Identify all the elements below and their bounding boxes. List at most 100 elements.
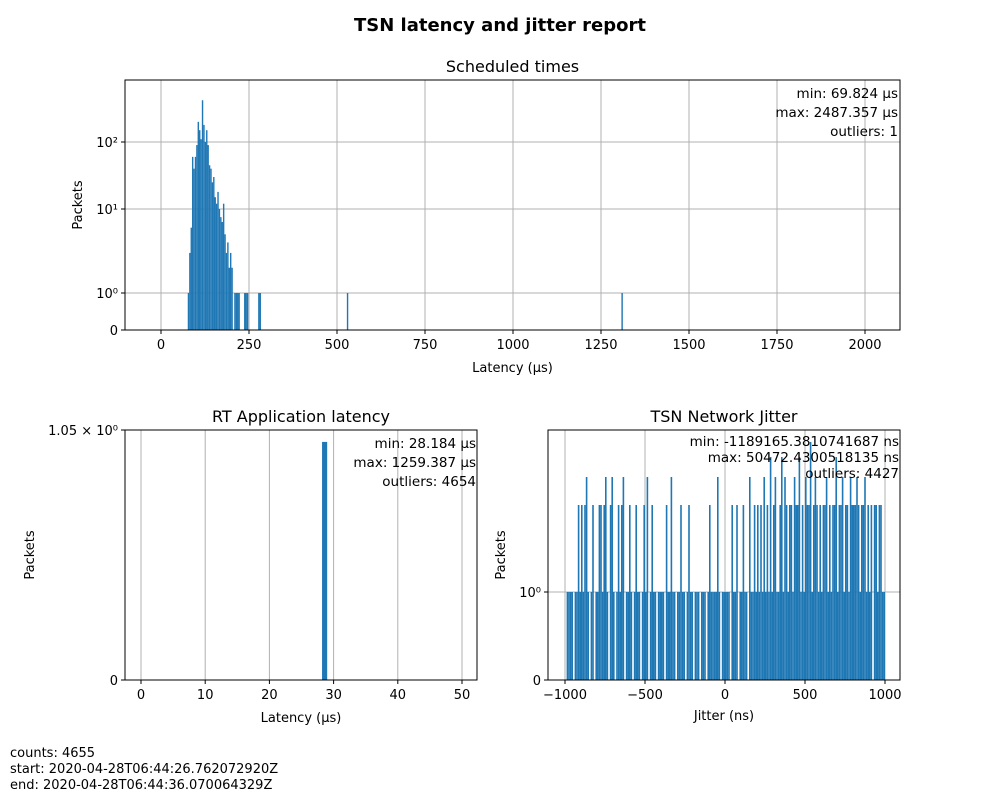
histogram-bar (228, 267, 230, 330)
histogram-bar (613, 592, 615, 680)
stats-annotation: min: 69.824 μs (797, 86, 898, 102)
histogram-bar (801, 505, 804, 680)
figure-title: TSN latency and jitter report (354, 15, 646, 36)
histogram-bar (568, 592, 570, 680)
histogram-bar (825, 477, 828, 680)
histogram-bar (873, 505, 876, 680)
x-tick-label: 0 (721, 688, 729, 703)
histogram-bar (237, 293, 239, 330)
y-tick-label: 0 (110, 324, 118, 339)
histogram-bar (704, 592, 706, 680)
histogram-bar (694, 592, 697, 680)
histogram-bar (813, 505, 815, 680)
histogram-bar (688, 505, 690, 680)
histogram-bar (749, 477, 751, 680)
histogram-bar (672, 592, 674, 680)
histogram-bar (713, 592, 716, 680)
x-tick-label: 10 (197, 688, 214, 703)
histogram-bar (246, 293, 249, 330)
histogram-bar (803, 592, 805, 680)
histogram-bar (765, 592, 767, 680)
histogram-bar (797, 505, 799, 680)
histogram-bar (769, 457, 772, 680)
histogram-bar (637, 592, 639, 680)
histogram-bar (220, 217, 222, 330)
histogram-bar (600, 505, 602, 680)
histogram-bar (819, 505, 821, 680)
y-tick-label: 0 (533, 674, 541, 689)
x-axis-label: Latency (μs) (261, 711, 342, 726)
histogram-bar (229, 252, 232, 330)
histogram-bar (633, 592, 636, 680)
histogram-bar (760, 505, 762, 680)
histogram-bar (821, 592, 823, 680)
histogram-bar (657, 592, 660, 680)
histogram-bar (832, 505, 834, 680)
histogram-bar (587, 592, 589, 680)
histogram-bar (766, 505, 769, 680)
histogram-bar (235, 293, 238, 330)
histogram-bar (187, 293, 190, 330)
histogram-bar (211, 182, 214, 330)
histogram-bar (731, 505, 733, 680)
histogram-bar (686, 592, 689, 680)
histogram-bar (646, 477, 649, 680)
y-tick-label: 1.05 × 10⁰ (48, 424, 118, 439)
histogram-bar (566, 592, 569, 680)
y-axis-label: Packets (23, 530, 38, 580)
x-axis-label: Jitter (ns) (693, 709, 754, 724)
x-tick-label: 50 (454, 688, 471, 703)
histogram-bar (845, 505, 847, 680)
histogram-bar (654, 592, 657, 680)
x-axis-label: Latency (μs) (472, 361, 553, 376)
histogram-bar (346, 293, 349, 330)
x-tick-label: 30 (325, 688, 342, 703)
histogram-bar (869, 592, 871, 680)
histogram-bar (811, 592, 813, 680)
histogram-bar (259, 293, 261, 330)
histogram-bar (745, 592, 748, 680)
histogram-bar (203, 124, 205, 330)
histogram-bar (785, 505, 788, 680)
histogram-bar (231, 267, 233, 330)
histogram-bar (582, 592, 585, 680)
x-tick-label: 500 (793, 688, 818, 703)
histogram-bar (707, 592, 709, 680)
stats-annotation: max: 1259.387 μs (353, 455, 476, 471)
histogram-bar (736, 505, 738, 680)
histogram-bar (848, 592, 850, 680)
histogram-bar (822, 505, 825, 680)
histogram-bar (864, 477, 866, 680)
histogram-bar (206, 130, 208, 330)
stats-annotation: outliers: 4654 (382, 474, 476, 490)
histogram-bar (678, 592, 681, 680)
histogram-bar (829, 505, 831, 680)
histogram-bar (763, 477, 765, 680)
histogram-bar (238, 293, 240, 330)
histogram-bar (721, 592, 724, 680)
histogram-bar (224, 234, 226, 330)
histogram-bar (875, 505, 877, 680)
histogram-bar (210, 168, 212, 330)
histogram-bar (830, 592, 833, 680)
histogram-bar (838, 505, 841, 680)
histogram-bar (659, 592, 661, 680)
histogram-bar (768, 592, 770, 680)
x-tick-label: 250 (237, 338, 262, 353)
histogram-bar (621, 505, 623, 680)
histogram-bar (862, 505, 865, 680)
histogram-bar (680, 505, 682, 680)
histogram-bar (744, 592, 746, 680)
x-tick-label: 1250 (584, 338, 617, 353)
histogram-bar (795, 505, 797, 680)
y-tick-label: 10² (96, 136, 118, 151)
histogram-bar (881, 592, 884, 680)
histogram-bar (673, 592, 676, 680)
histogram-bar (643, 505, 645, 680)
stats-annotation: outliers: 4427 (805, 466, 899, 482)
histogram-bar (196, 145, 198, 330)
histogram-bar (619, 592, 621, 680)
stats-annotation: min: 28.184 μs (375, 436, 476, 452)
histogram-bar (773, 505, 775, 680)
